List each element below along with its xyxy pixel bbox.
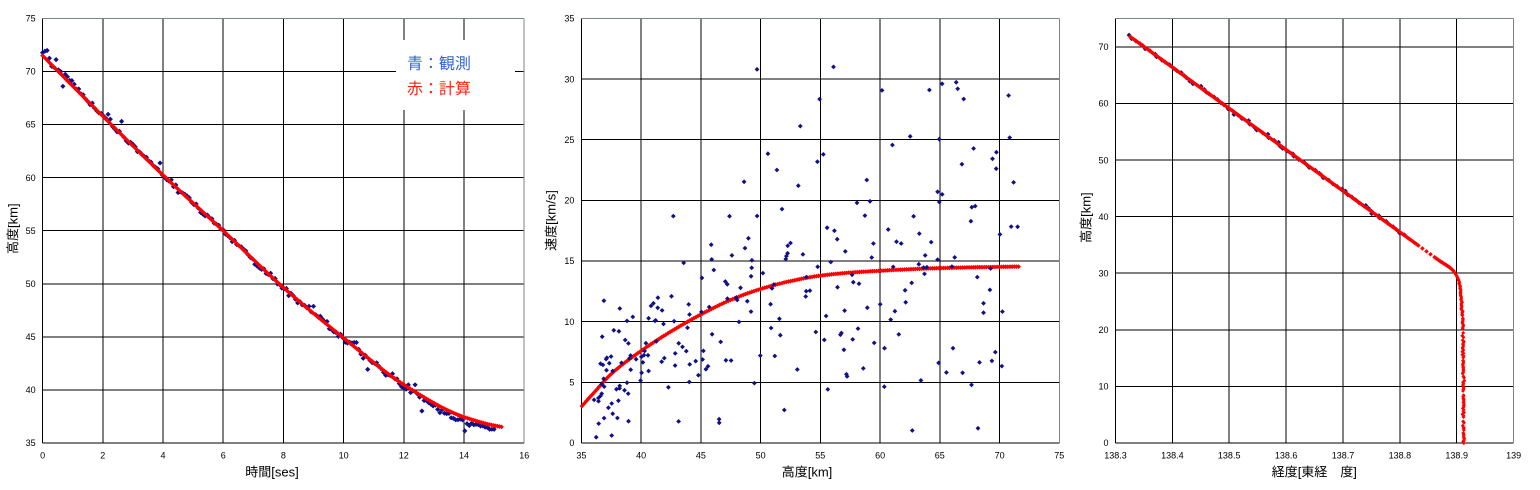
svg-text:30: 30 — [1098, 268, 1108, 278]
svg-text:50: 50 — [756, 450, 766, 460]
svg-text:40: 40 — [26, 385, 36, 395]
svg-text:138.6: 138.6 — [1275, 450, 1298, 460]
svg-text:2: 2 — [100, 450, 105, 460]
svg-text:55: 55 — [26, 226, 36, 236]
svg-text:138.7: 138.7 — [1332, 450, 1355, 460]
svg-text:45: 45 — [696, 450, 706, 460]
svg-text:138.5: 138.5 — [1218, 450, 1241, 460]
svg-text:]: ] — [1353, 464, 1357, 479]
svg-text:30: 30 — [564, 74, 574, 84]
svg-text:12: 12 — [399, 450, 409, 460]
svg-text:50: 50 — [26, 279, 36, 289]
svg-text:50: 50 — [1098, 155, 1108, 165]
svg-text:10: 10 — [564, 317, 574, 327]
svg-text:138.4: 138.4 — [1161, 450, 1184, 460]
svg-text:138.9: 138.9 — [1445, 450, 1468, 460]
svg-text:70: 70 — [26, 67, 36, 77]
svg-text:25: 25 — [564, 135, 574, 145]
svg-text:[km]: [km] — [1078, 192, 1093, 217]
svg-text:60: 60 — [26, 173, 36, 183]
svg-text:0: 0 — [40, 450, 45, 460]
svg-text:45: 45 — [26, 332, 36, 342]
svg-text:60: 60 — [1098, 99, 1108, 109]
svg-text:75: 75 — [1054, 450, 1064, 460]
svg-text:16: 16 — [519, 450, 529, 460]
svg-text:4: 4 — [160, 450, 165, 460]
svg-text:[ses]: [ses] — [271, 464, 298, 479]
svg-text:[km]: [km] — [808, 464, 833, 479]
svg-text:138.3: 138.3 — [1104, 450, 1127, 460]
svg-text:14: 14 — [459, 450, 469, 460]
svg-text:20: 20 — [564, 196, 574, 206]
svg-text:65: 65 — [26, 120, 36, 130]
svg-text:5: 5 — [569, 378, 574, 388]
svg-text:138.8: 138.8 — [1389, 450, 1412, 460]
svg-text:139: 139 — [1506, 450, 1521, 460]
svg-text:40: 40 — [1098, 212, 1108, 222]
svg-text:35: 35 — [576, 450, 586, 460]
svg-text:[km/s]: [km/s] — [544, 190, 559, 225]
svg-text:0: 0 — [569, 438, 574, 448]
svg-text:10: 10 — [339, 450, 349, 460]
svg-text:70: 70 — [1098, 42, 1108, 52]
svg-text:55: 55 — [815, 450, 825, 460]
svg-text:15: 15 — [564, 256, 574, 266]
svg-text:[: [ — [1298, 464, 1302, 479]
svg-text:65: 65 — [935, 450, 945, 460]
svg-text:8: 8 — [281, 450, 286, 460]
svg-text:[km]: [km] — [5, 203, 20, 228]
svg-text:60: 60 — [875, 450, 885, 460]
svg-text:10: 10 — [1098, 382, 1108, 392]
svg-text:6: 6 — [221, 450, 226, 460]
svg-text:35: 35 — [564, 14, 574, 24]
svg-text:75: 75 — [26, 14, 36, 24]
svg-text:70: 70 — [995, 450, 1005, 460]
svg-text:40: 40 — [636, 450, 646, 460]
svg-text:20: 20 — [1098, 325, 1108, 335]
svg-text:35: 35 — [26, 438, 36, 448]
svg-text:0: 0 — [1103, 438, 1108, 448]
